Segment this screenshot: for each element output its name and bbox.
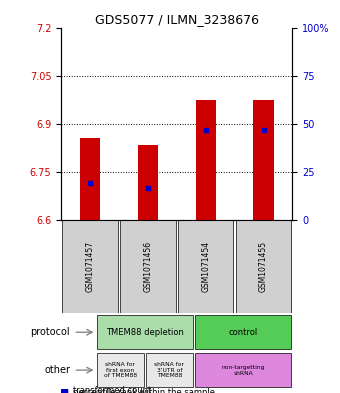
Text: TMEM88 depletion: TMEM88 depletion (106, 328, 184, 337)
Text: GSM1071457: GSM1071457 (86, 241, 95, 292)
Bar (195, 315, 291, 349)
Text: non-targetting
shRNA: non-targetting shRNA (221, 365, 265, 376)
Text: shRNA for
first exon
of TMEM88: shRNA for first exon of TMEM88 (104, 362, 137, 378)
Bar (120, 220, 176, 313)
Text: percentile rank within the sample: percentile rank within the sample (73, 387, 215, 393)
Bar (80, 138, 100, 220)
Bar (62, 220, 118, 313)
Text: protocol: protocol (30, 327, 70, 337)
Title: GDS5077 / ILMN_3238676: GDS5077 / ILMN_3238676 (95, 13, 259, 26)
Bar (97, 315, 193, 349)
Bar (195, 353, 291, 387)
Text: shRNA for
3'UTR of
TMEM88: shRNA for 3'UTR of TMEM88 (154, 362, 184, 378)
Bar (253, 100, 274, 220)
Text: control: control (228, 328, 258, 337)
Text: GSM1071456: GSM1071456 (143, 241, 152, 292)
Bar (138, 145, 158, 220)
Bar (97, 353, 144, 387)
Bar (195, 100, 216, 220)
Text: GSM1071454: GSM1071454 (201, 241, 210, 292)
Bar (146, 353, 193, 387)
Text: GSM1071455: GSM1071455 (259, 241, 268, 292)
Bar (236, 220, 291, 313)
Text: other: other (44, 365, 70, 375)
Text: transformed count: transformed count (73, 386, 151, 393)
Bar (178, 220, 234, 313)
